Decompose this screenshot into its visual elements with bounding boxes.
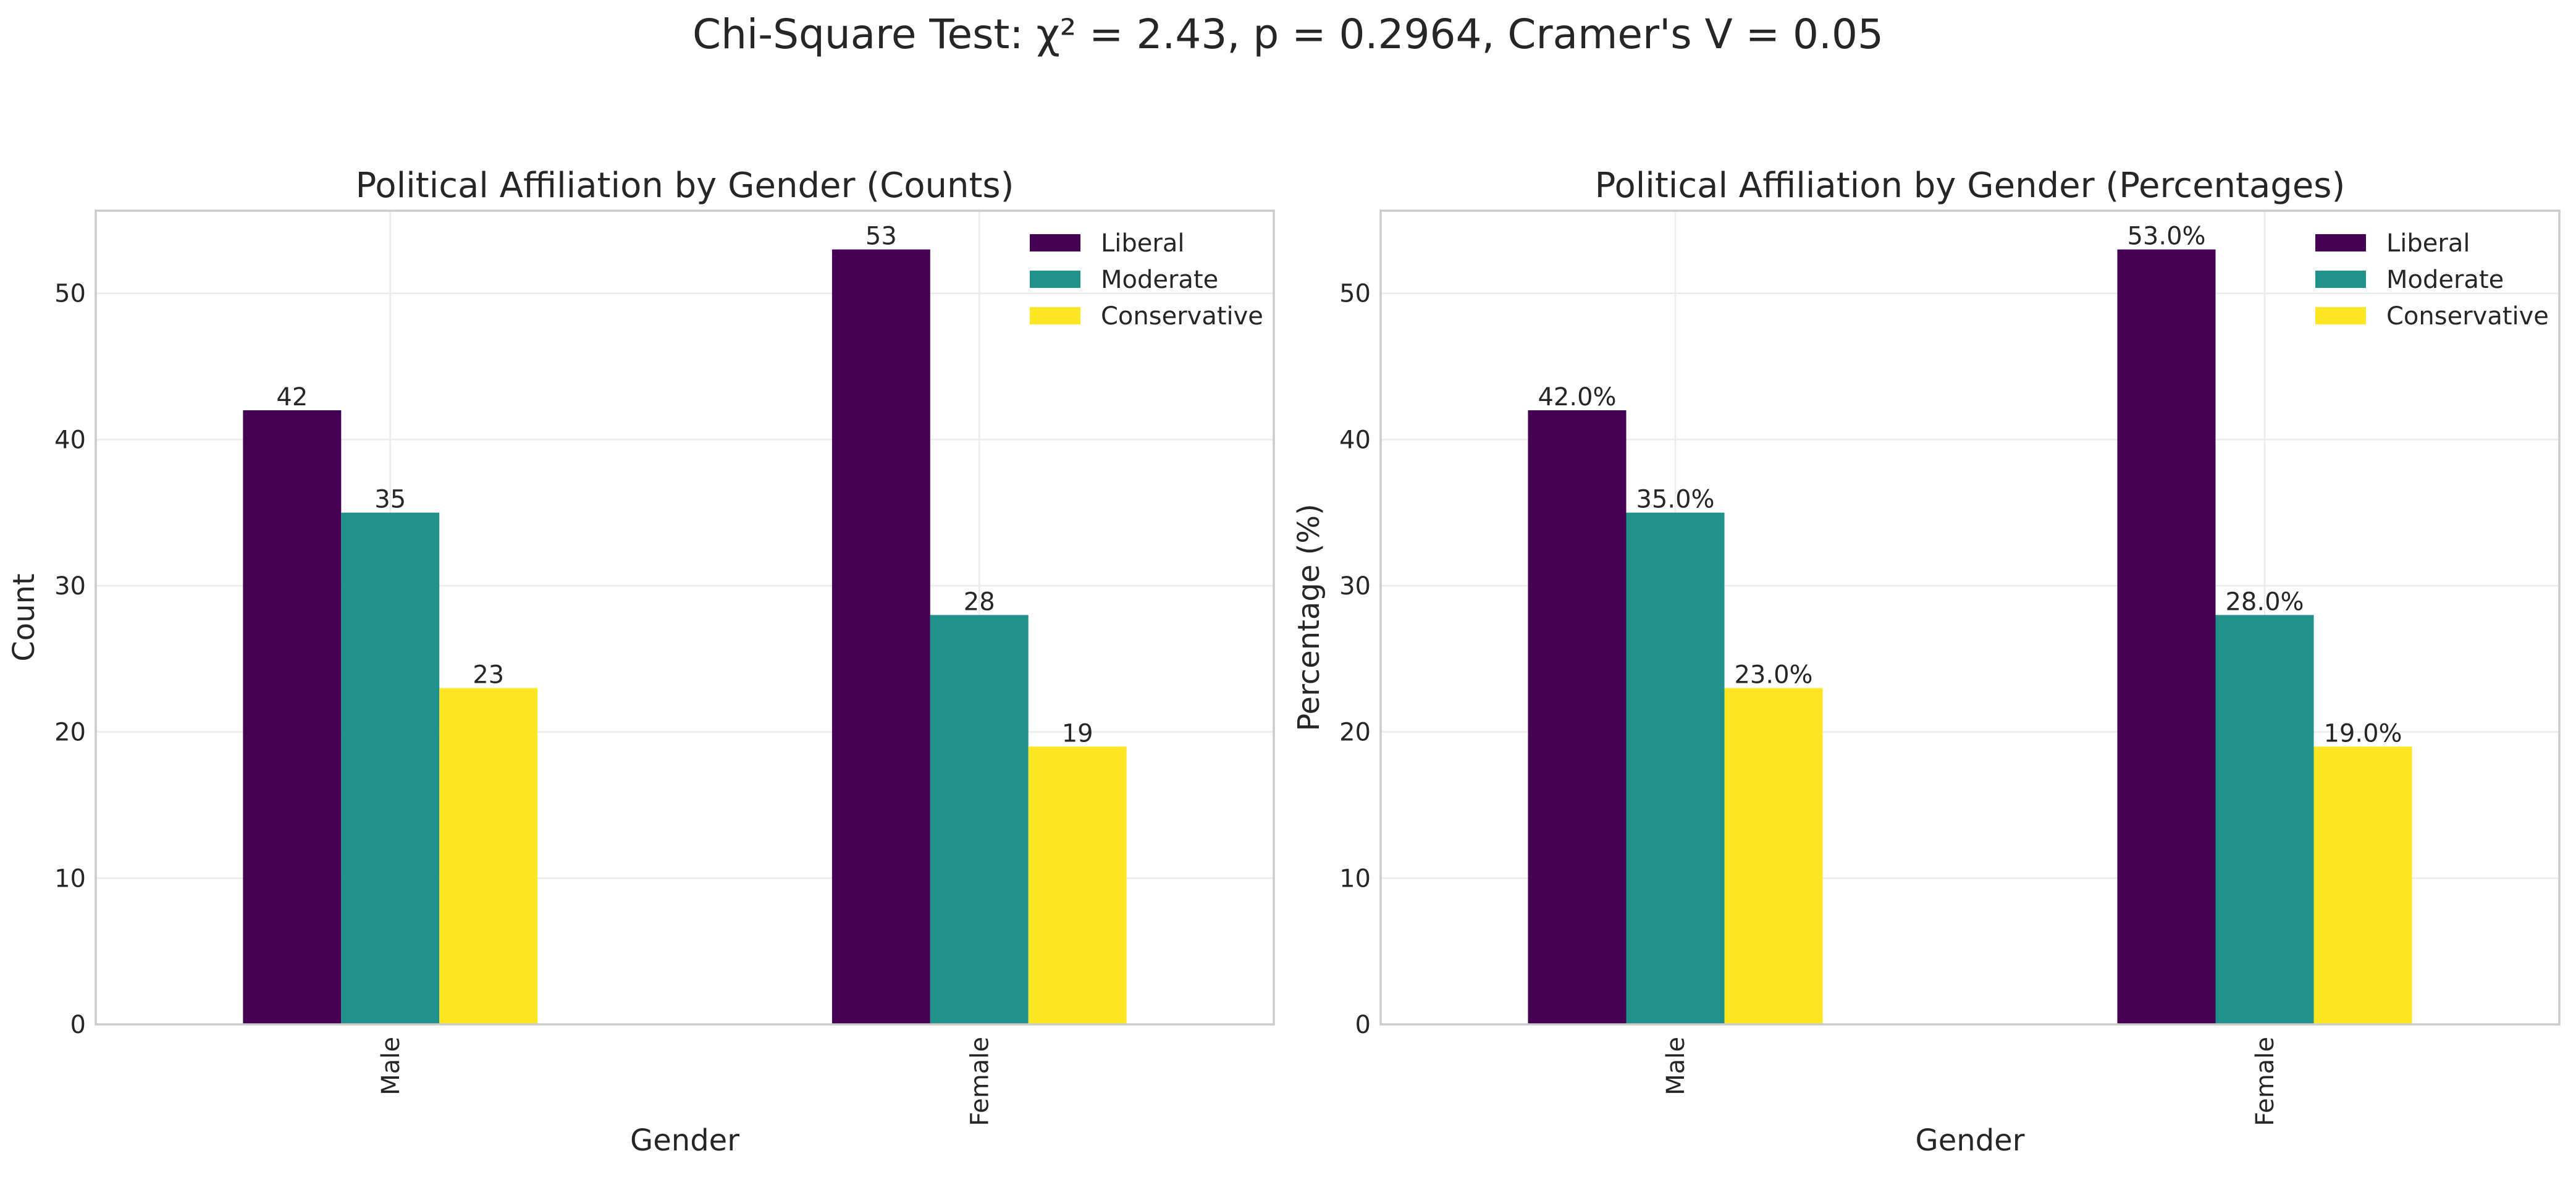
bar-moderate-male bbox=[341, 512, 440, 1024]
bar-value-label: 23 bbox=[473, 661, 504, 690]
legend-label-liberal: Liberal bbox=[2386, 229, 2470, 258]
y-tick-label: 50 bbox=[54, 280, 86, 308]
x-tick-label-male: Male bbox=[1662, 1037, 1690, 1095]
x-axis-label: Gender bbox=[1916, 1123, 2025, 1158]
legend: Liberal Moderate Conservative bbox=[1030, 229, 1263, 331]
chart-title: Political Affiliation by Gender (Counts) bbox=[356, 166, 1014, 206]
bar-liberal-female bbox=[831, 249, 930, 1024]
bar-value-label: 53 bbox=[865, 222, 897, 251]
y-tick-label: 20 bbox=[1339, 719, 1371, 747]
legend-label-conservative: Conservative bbox=[1101, 302, 1263, 331]
x-tick-label-female: Female bbox=[966, 1037, 994, 1126]
bar-conservative-female bbox=[1028, 746, 1127, 1024]
legend-swatch-conservative bbox=[1030, 307, 1080, 324]
bar-value-label: 28.0% bbox=[2225, 588, 2304, 616]
y-tick-label: 0 bbox=[70, 1011, 86, 1039]
bar-value-label: 23.0% bbox=[1734, 661, 1812, 690]
legend-label-moderate: Moderate bbox=[1101, 266, 1218, 294]
bar-value-label: 19.0% bbox=[2323, 719, 2402, 748]
legend-label-conservative: Conservative bbox=[2386, 302, 2549, 331]
chart-title: Political Affiliation by Gender (Percent… bbox=[1595, 166, 2346, 206]
chart-panel-2: 42.0% 53.0% 35.0% 28.0% 23.0% 19.0% 0 10 20 30 40 5… bbox=[1292, 166, 2561, 1158]
y-tick-label: 40 bbox=[1339, 426, 1371, 454]
bar-moderate-female bbox=[930, 615, 1029, 1024]
legend-label-moderate: Moderate bbox=[2386, 266, 2504, 294]
x-tick-label-male: Male bbox=[377, 1037, 405, 1095]
y-tick-label: 10 bbox=[54, 864, 86, 893]
figure-suptitle: Chi-Square Test: χ² = 2.43, p = 0.2964, … bbox=[692, 11, 1884, 58]
bar-liberal-male bbox=[1528, 410, 1627, 1024]
y-tick-label: 30 bbox=[54, 572, 86, 601]
bar-value-label: 42 bbox=[276, 383, 308, 411]
axes-frame bbox=[95, 209, 1275, 1026]
legend-swatch-liberal bbox=[1030, 234, 1080, 251]
chart-panels: 42 53 35 28 23 19 0 10 20 30 40 50 Male Female Politic… bbox=[7, 166, 2561, 1158]
bar-conservative-female bbox=[2313, 746, 2412, 1024]
bar-value-label: 35.0% bbox=[1636, 486, 1714, 514]
bar-moderate-female bbox=[2215, 615, 2314, 1024]
chart-panel-1: 42 53 35 28 23 19 0 10 20 30 40 50 Male Female Politic… bbox=[7, 166, 1275, 1158]
bar-value-label: 28 bbox=[964, 588, 995, 616]
legend-swatch-liberal bbox=[2315, 234, 2366, 251]
bar-conservative-male bbox=[439, 688, 538, 1024]
y-tick-label: 10 bbox=[1339, 864, 1371, 893]
y-tick-label: 40 bbox=[54, 426, 86, 454]
y-tick-label: 0 bbox=[1355, 1011, 1371, 1039]
bar-liberal-female bbox=[2117, 249, 2216, 1024]
bar-value-label: 53.0% bbox=[2127, 222, 2205, 251]
bar-value-label: 35 bbox=[374, 486, 406, 514]
legend: Liberal Moderate Conservative bbox=[2315, 229, 2549, 331]
y-axis-label: Percentage (%) bbox=[1292, 504, 1326, 731]
bar-liberal-male bbox=[243, 410, 342, 1024]
y-tick-label: 30 bbox=[1339, 572, 1371, 601]
bar-value-label: 19 bbox=[1062, 719, 1093, 748]
axes-frame bbox=[1379, 209, 2561, 1026]
legend-swatch-moderate bbox=[2315, 271, 2366, 288]
y-axis-label: Count bbox=[7, 573, 41, 662]
x-tick-label-female: Female bbox=[2251, 1037, 2279, 1126]
y-tick-label: 20 bbox=[54, 719, 86, 747]
legend-swatch-conservative bbox=[2315, 307, 2366, 324]
x-axis-label: Gender bbox=[630, 1123, 739, 1158]
bar-conservative-male bbox=[1724, 688, 1823, 1024]
legend-label-liberal: Liberal bbox=[1101, 229, 1184, 258]
bar-moderate-male bbox=[1626, 512, 1725, 1024]
legend-swatch-moderate bbox=[1030, 271, 1080, 288]
bar-value-label: 42.0% bbox=[1538, 383, 1616, 411]
y-tick-label: 50 bbox=[1339, 280, 1371, 308]
